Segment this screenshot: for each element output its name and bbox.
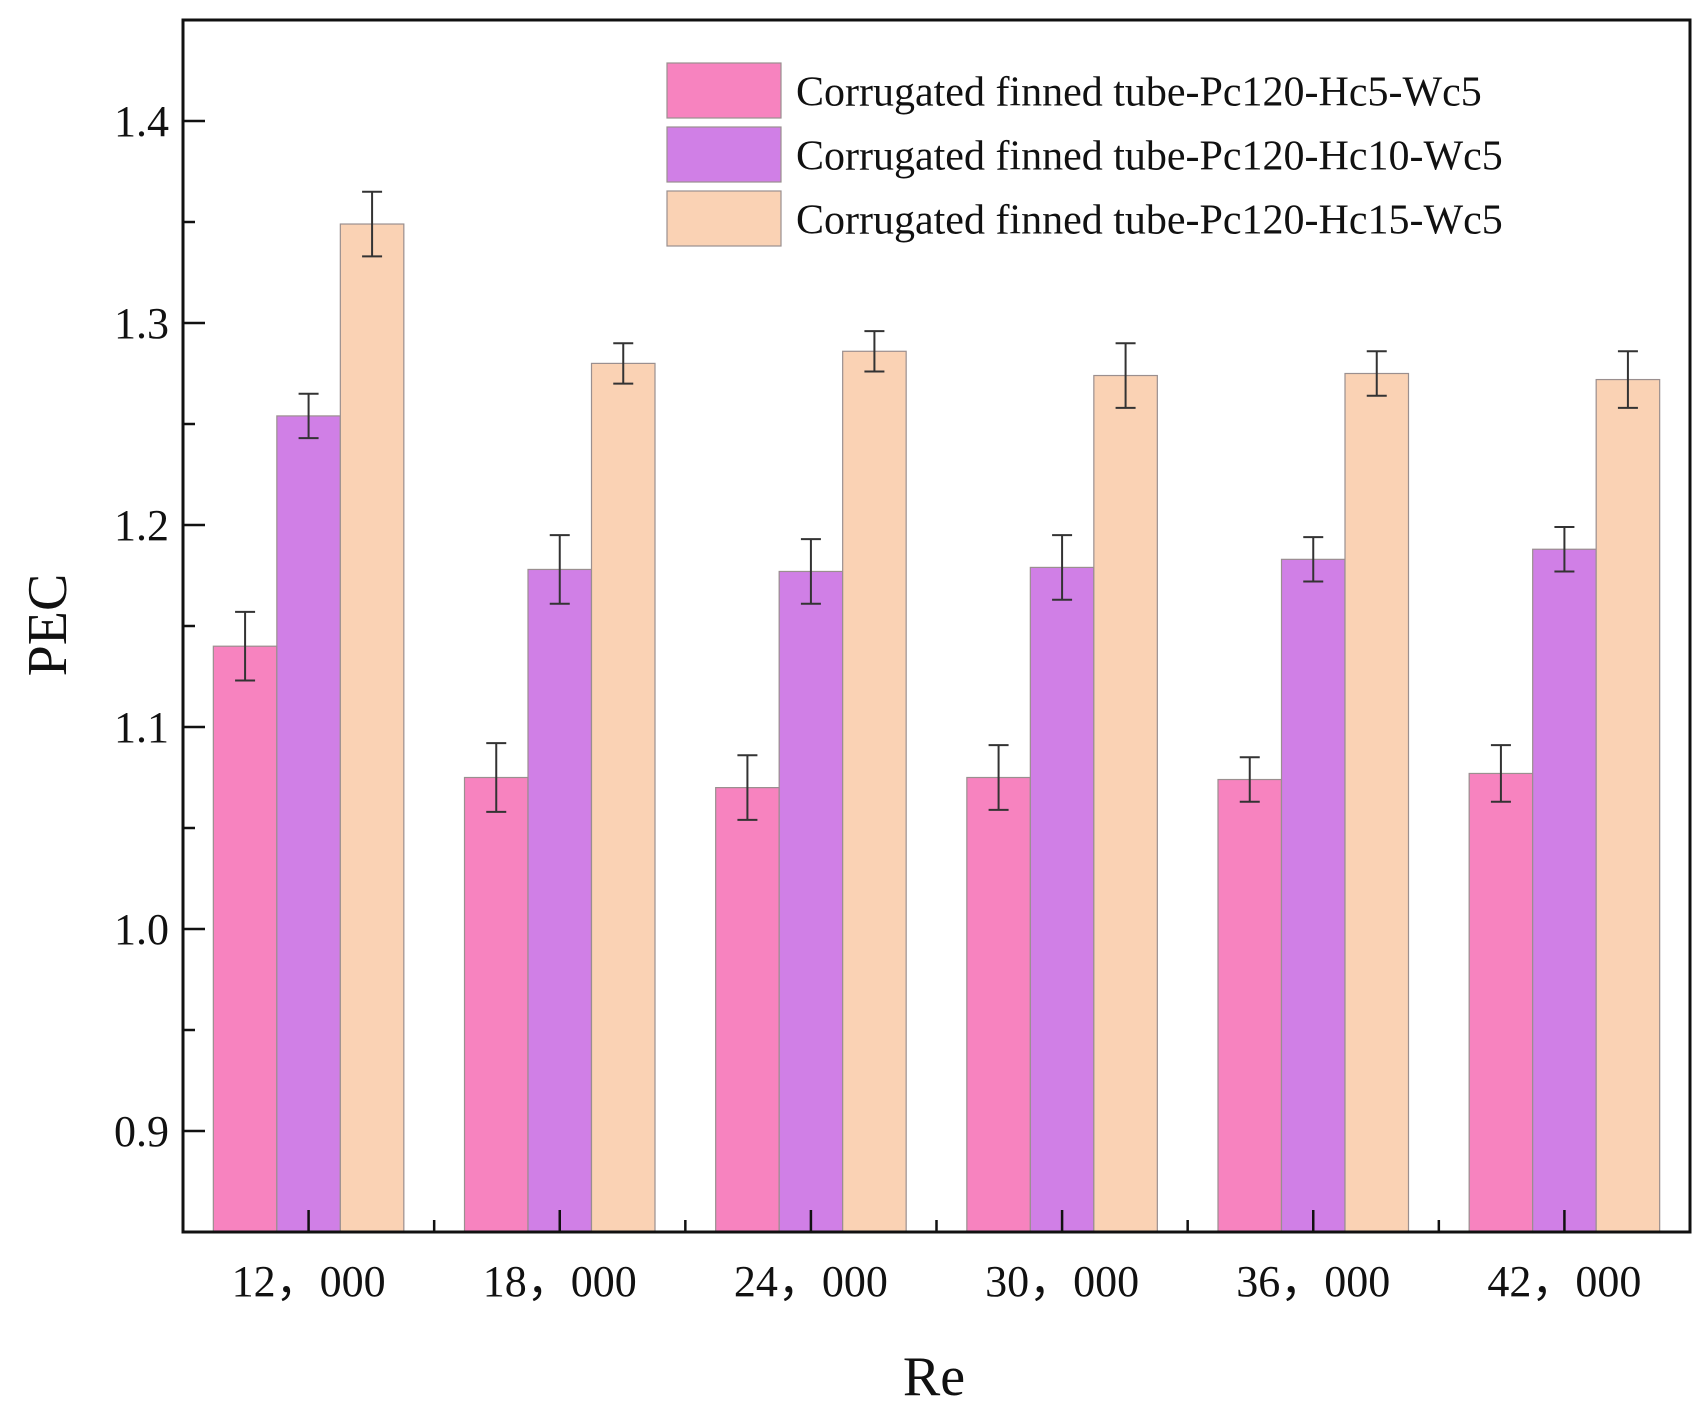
bar-s1-c5 (1217, 778, 1283, 1233)
error-bar-s2-c2 (549, 534, 570, 605)
x-tick-label: 42，000 (1487, 1257, 1641, 1306)
x-tick-label: 30，000 (985, 1257, 1139, 1306)
error-bar-s3-c4 (1115, 342, 1136, 409)
error-bar-s2-c3 (800, 538, 821, 605)
bar-s1-c1 (212, 645, 278, 1233)
error-bars (235, 190, 1638, 821)
legend-swatch (666, 190, 782, 247)
error-bar-s3-c2 (613, 342, 634, 385)
error-bar-s2-c5 (1303, 536, 1324, 583)
error-bar-s1-c5 (1239, 756, 1260, 803)
bar-s2-c1 (276, 415, 341, 1233)
y-tick-label: 1.0 (114, 905, 169, 954)
plot-area (183, 20, 1690, 1232)
legend-label: Corrugated finned tube-Pc120-Hc15-Wc5 (796, 198, 1503, 244)
legend-swatch (666, 126, 782, 183)
y-tick-label: 1.4 (114, 97, 169, 146)
bar-s3-c3 (842, 350, 907, 1233)
x-tick-label: 24，000 (734, 1257, 888, 1306)
x-tick-label: 36，000 (1236, 1257, 1390, 1306)
bar-s3-c6 (1595, 378, 1661, 1233)
legend-label: Corrugated finned tube-Pc120-Hc10-Wc5 (796, 134, 1503, 180)
plot-background (183, 20, 1690, 1232)
bar-s1-c2 (463, 776, 529, 1233)
legend-label: Corrugated finned tube-Pc120-Hc5-Wc5 (796, 70, 1482, 116)
y-tick-label: 1.3 (114, 299, 169, 348)
bar-s3-c5 (1344, 372, 1410, 1233)
bar-s1-c6 (1468, 772, 1534, 1233)
bar-s2-c5 (1280, 558, 1346, 1233)
error-bar-s2-c1 (298, 392, 319, 440)
bar-s3-c4 (1093, 374, 1158, 1233)
bars (212, 223, 1661, 1233)
legend-item-2: Corrugated finned tube-Pc120-Hc10-Wc5 (666, 126, 1503, 183)
bar-s1-c3 (715, 786, 780, 1233)
x-tick-label: 12，000 (232, 1257, 386, 1306)
error-bar-s3-c6 (1617, 350, 1638, 409)
y-tick-label: 1.2 (114, 501, 169, 550)
legend-item-1: Corrugated finned tube-Pc120-Hc5-Wc5 (666, 62, 1482, 119)
legend: Corrugated finned tube-Pc120-Hc5-Wc5 Corr… (666, 62, 1503, 247)
error-bar-s3-c3 (864, 330, 885, 373)
error-bar-s3-c5 (1366, 350, 1387, 397)
bar-s2-c6 (1532, 548, 1597, 1233)
y-tick-label: 1.1 (114, 703, 169, 752)
error-bar-s1-c3 (737, 754, 758, 821)
error-bar-s1-c1 (235, 610, 256, 682)
legend-item-3: Corrugated finned tube-Pc120-Hc15-Wc5 (666, 190, 1503, 247)
bar-s2-c2 (527, 568, 593, 1233)
error-bar-s1-c2 (486, 742, 507, 813)
y-axis-title: PEC (17, 574, 79, 677)
plot-frame (181, 18, 1692, 1234)
x-tick-label: 18，000 (483, 1257, 637, 1306)
error-bar-s1-c4 (988, 744, 1009, 811)
bar-s2-c4 (1029, 566, 1095, 1233)
bar-s3-c2 (590, 362, 656, 1233)
bar-s2-c3 (778, 570, 844, 1233)
error-bar-s1-c6 (1490, 744, 1511, 803)
bar-s1-c4 (966, 776, 1031, 1233)
error-bar-s2-c4 (1052, 534, 1073, 601)
legend-swatch (666, 62, 782, 119)
x-axis-title: Re (903, 1346, 965, 1408)
error-bar-s3-c1 (362, 190, 383, 258)
bar-s3-c1 (339, 223, 405, 1233)
axes: 0.9 1.0 1.1 1.2 1.3 1.4 12，000 18，000 24，000 30，0… (114, 18, 1692, 1306)
y-tick-label: 0.9 (114, 1107, 169, 1156)
error-bar-s2-c6 (1554, 526, 1575, 573)
